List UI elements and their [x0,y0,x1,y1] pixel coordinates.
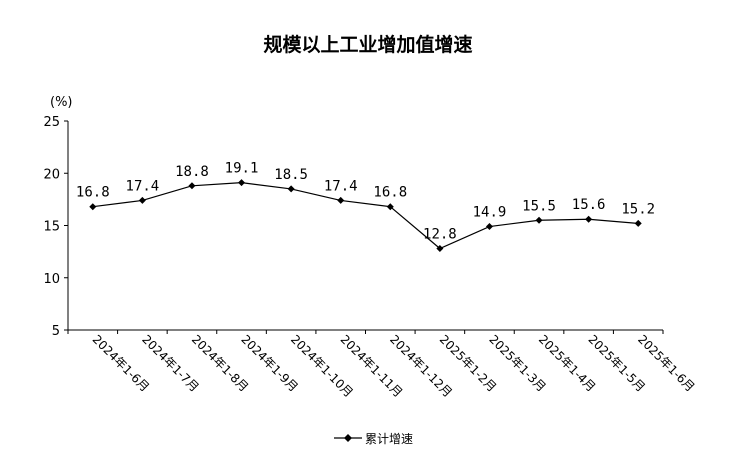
data-label: 17.4 [324,178,358,194]
y-tick-label: 20 [43,167,60,182]
data-label: 18.5 [274,167,308,183]
data-label: 17.4 [126,178,160,194]
data-point-marker [238,179,246,187]
y-tick-label: 5 [52,324,60,339]
data-point-marker [634,219,642,227]
legend-label: 累计增速 [365,432,413,446]
data-label: 18.8 [175,164,209,180]
data-point-marker [436,244,444,252]
data-label: 15.2 [621,201,655,217]
data-point-marker [485,223,493,231]
y-tick-label: 10 [43,272,60,287]
data-label: 15.5 [522,198,556,214]
y-tick-label: 25 [43,115,60,130]
series-line [92,182,639,250]
data-label: 19.1 [225,161,259,177]
chart-title: 规模以上工业增加值增速 [263,34,473,56]
data-point-marker [89,203,97,211]
legend: 累计增速 [334,432,413,446]
data-point-marker [535,216,543,224]
data-label: 16.8 [76,185,110,201]
legend-marker-diamond [344,434,352,442]
data-point-marker [138,196,146,204]
data-label: 15.6 [572,197,606,213]
data-point-marker [585,215,593,223]
y-axis-unit-label: (%) [50,95,73,110]
data-point-marker [188,182,196,190]
data-point-marker [287,185,295,193]
data-label: 14.9 [473,205,507,221]
y-tick-label: 15 [43,220,60,235]
data-point-marker [337,196,345,204]
data-point-marker [386,203,394,211]
data-label: 16.8 [373,185,407,201]
data-label: 12.8 [423,226,457,242]
